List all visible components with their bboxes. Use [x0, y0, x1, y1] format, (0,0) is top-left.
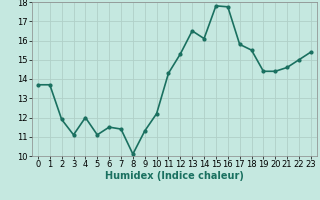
X-axis label: Humidex (Indice chaleur): Humidex (Indice chaleur) [105, 171, 244, 181]
